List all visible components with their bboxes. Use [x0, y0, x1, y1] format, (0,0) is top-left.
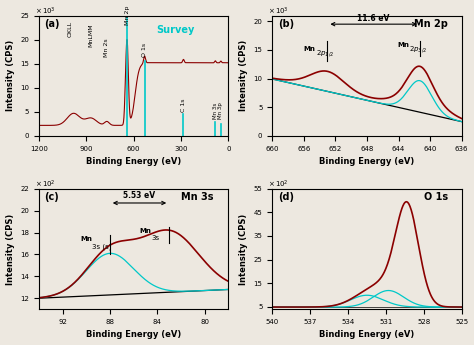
- Y-axis label: Intensity (CPS): Intensity (CPS): [6, 40, 15, 111]
- Y-axis label: Intensity (CPS): Intensity (CPS): [239, 213, 248, 285]
- Text: 3s (s): 3s (s): [92, 244, 112, 250]
- Text: O 1s: O 1s: [142, 42, 147, 57]
- Text: Mn: Mn: [304, 46, 316, 52]
- X-axis label: Binding Energy (eV): Binding Energy (eV): [319, 331, 415, 339]
- Text: $\times\,10^3$: $\times\,10^3$: [35, 6, 56, 17]
- Text: (c): (c): [45, 193, 59, 203]
- Text: (d): (d): [278, 193, 294, 203]
- Text: (b): (b): [278, 19, 294, 29]
- Text: 11.6 eV: 11.6 eV: [357, 14, 390, 23]
- Text: (a): (a): [45, 19, 60, 29]
- Text: Mn: Mn: [139, 228, 151, 234]
- Text: Mn: Mn: [80, 236, 92, 242]
- Y-axis label: Intensity (CPS): Intensity (CPS): [239, 40, 248, 111]
- Text: $\times\,10^2$: $\times\,10^2$: [35, 179, 55, 190]
- X-axis label: Binding Energy (eV): Binding Energy (eV): [86, 331, 181, 339]
- Text: Mn 2p: Mn 2p: [414, 19, 448, 29]
- Text: Mn 2p: Mn 2p: [125, 6, 129, 25]
- Text: $\times\,10^3$: $\times\,10^3$: [268, 6, 289, 17]
- X-axis label: Binding Energy (eV): Binding Energy (eV): [319, 157, 415, 166]
- Text: O 1s: O 1s: [424, 193, 448, 203]
- Y-axis label: Intensity (CPS): Intensity (CPS): [6, 213, 15, 285]
- Text: Mn 2s: Mn 2s: [104, 38, 109, 57]
- Text: C 1s: C 1s: [181, 98, 186, 112]
- Text: MnLMM: MnLMM: [89, 23, 93, 47]
- Text: Mn 3s: Mn 3s: [181, 193, 213, 203]
- Text: Mn: Mn: [397, 42, 409, 48]
- Text: $\times\,10^2$: $\times\,10^2$: [268, 179, 289, 190]
- Text: $2p_{3/2}$: $2p_{3/2}$: [409, 45, 427, 56]
- Text: 3s: 3s: [151, 235, 159, 241]
- Text: 5.53 eV: 5.53 eV: [123, 190, 155, 199]
- Text: Survey: Survey: [156, 25, 195, 35]
- Text: Mn 3s: Mn 3s: [213, 103, 218, 119]
- Text: Mn 3p: Mn 3p: [219, 102, 223, 119]
- Text: $2p_{1/2}$: $2p_{1/2}$: [316, 49, 334, 59]
- X-axis label: Binding Energy (eV): Binding Energy (eV): [86, 157, 181, 166]
- Text: OKLL: OKLL: [67, 21, 72, 37]
